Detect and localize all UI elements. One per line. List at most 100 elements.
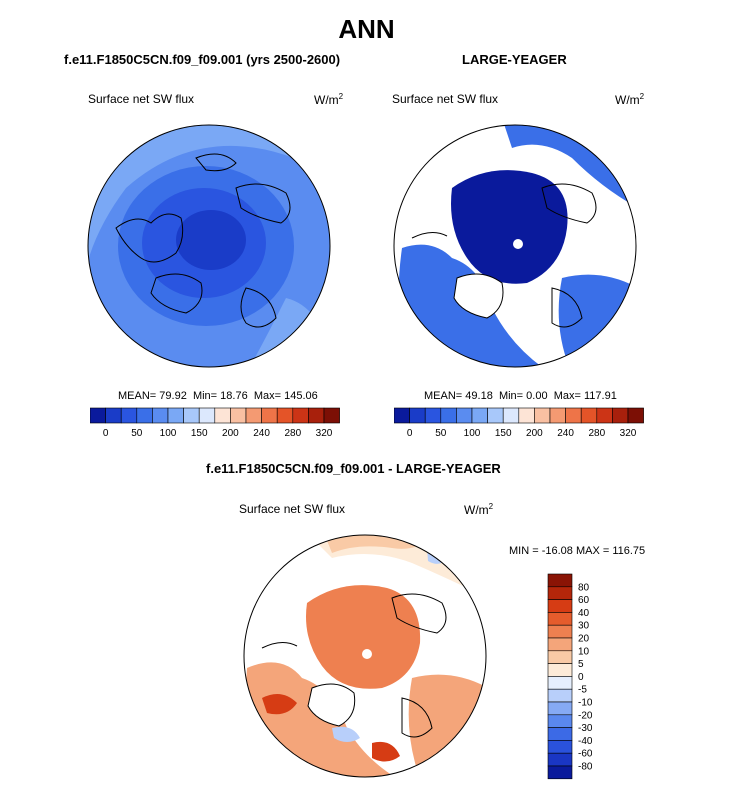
diff-panel-title: f.e11.F1850C5CN.f09_f09.001 - LARGE-YEAG…	[206, 461, 501, 476]
colorbar-tick-label: 320	[316, 428, 333, 439]
colorbar-swatch	[409, 407, 426, 424]
colorbar-swatch	[323, 407, 340, 424]
colorbar-swatch	[547, 612, 573, 626]
colorbar-swatch	[105, 407, 122, 424]
colorbar-swatch	[534, 407, 551, 424]
colorbar-tick-label: 5	[578, 659, 584, 670]
right-stats: MEAN= 49.18 Min= 0.00 Max= 117.91	[424, 390, 617, 402]
right-variable-label: Surface net SW flux	[392, 92, 499, 106]
right-map-ice	[451, 170, 568, 284]
colorbar-swatch	[198, 407, 216, 424]
colorbar-tick-label: -30	[578, 723, 593, 734]
colorbar-swatch	[276, 407, 294, 424]
diff-map-land-greenland	[308, 684, 355, 726]
colorbar-swatch	[547, 586, 573, 600]
colorbar-swatch	[136, 407, 153, 424]
left-mean: 79.92	[159, 390, 187, 402]
colorbar-swatch	[547, 752, 573, 767]
colorbar-swatch	[547, 714, 573, 728]
colorbar-swatch	[245, 407, 262, 424]
left-panel-title: f.e11.F1850C5CN.f09_f09.001 (yrs 2500-26…	[64, 52, 341, 67]
colorbar-swatch	[518, 407, 535, 424]
colorbar-tick-label: 200	[222, 428, 239, 439]
colorbar-swatch	[308, 407, 325, 424]
colorbar-tick-label: -10	[578, 698, 593, 709]
colorbar-swatch	[90, 407, 106, 424]
colorbar-tick-label: 0	[578, 672, 584, 683]
colorbar-tick-label: 0	[407, 428, 413, 439]
colorbar-swatch	[456, 407, 473, 424]
colorbar-swatch	[580, 407, 598, 424]
colorbar-swatch	[440, 407, 457, 424]
main-title: ANN	[338, 14, 395, 44]
colorbar-swatch	[424, 407, 442, 424]
left-map-coastline	[115, 153, 291, 328]
left-units-label: W/m2	[314, 92, 344, 107]
colorbar-swatch	[230, 407, 247, 424]
diff-map-pole-hole	[362, 649, 372, 659]
colorbar-tick-label: 10	[578, 646, 590, 657]
right-map-boundary	[393, 124, 637, 368]
colorbar-swatch	[547, 688, 573, 703]
colorbar-swatch	[547, 637, 573, 652]
colorbar-swatch	[471, 407, 488, 424]
colorbar-swatch	[547, 624, 573, 639]
colorbar-swatch	[596, 407, 613, 424]
colorbar-tick-label: 200	[526, 428, 543, 439]
colorbar-tick-label: 100	[160, 428, 177, 439]
right-max: 117.91	[583, 390, 617, 402]
colorbar-swatch	[547, 676, 573, 690]
colorbar-tick-label: 100	[464, 428, 481, 439]
diff-map-field-north-2	[322, 535, 442, 553]
colorbar-swatch	[152, 407, 169, 424]
left-variable-label: Surface net SW flux	[88, 92, 195, 106]
colorbar-tick-label: 150	[495, 428, 512, 439]
left-polar-map	[87, 124, 331, 368]
colorbar-tick-label: -80	[578, 762, 593, 773]
colorbar-swatch	[547, 663, 573, 677]
right-map-field-ocean-east	[558, 274, 636, 367]
diff-map-field-ice	[306, 585, 421, 689]
colorbar-tick-label: 40	[578, 608, 590, 619]
colorbar-tick-label: -40	[578, 736, 593, 747]
diff-units-label: W/m2	[464, 502, 494, 517]
right-mean: 49.18	[465, 390, 493, 402]
colorbar-tick-label: 240	[253, 428, 270, 439]
colorbar-swatch	[547, 650, 573, 664]
colorbar-tick-label: 240	[557, 428, 574, 439]
right-colorbar: 0 50 100 150 200 240 280 320	[394, 407, 644, 439]
colorbar-swatch	[547, 701, 573, 716]
colorbar-swatch	[183, 407, 200, 424]
right-map-land-greenland	[454, 274, 503, 318]
colorbar-swatch	[547, 765, 573, 780]
right-min: 0.00	[526, 390, 548, 402]
colorbar-swatch	[547, 740, 573, 754]
colorbar-tick-label: 20	[578, 634, 590, 645]
colorbar-swatch	[612, 407, 629, 424]
colorbar-tick-label: 50	[435, 428, 447, 439]
diff-map-field-east	[408, 674, 486, 777]
colorbar-tick-label: 0	[103, 428, 109, 439]
right-units-label: W/m2	[615, 92, 645, 107]
right-panel-title: LARGE-YEAGER	[462, 52, 567, 67]
colorbar-swatch	[167, 407, 184, 424]
left-colorbar: 0 50 100 150 200 240 280 320	[90, 407, 340, 439]
left-map-boundary	[87, 124, 331, 368]
colorbar-tick-label: -20	[578, 710, 593, 721]
colorbar-swatch	[120, 407, 138, 424]
colorbar-tick-label: 280	[284, 428, 301, 439]
colorbar-tick-label: 280	[588, 428, 605, 439]
diff-map-coastline	[261, 593, 447, 738]
left-map-field-core	[176, 210, 246, 270]
colorbar-swatch	[502, 407, 520, 424]
colorbar-swatch	[214, 407, 231, 424]
right-polar-map	[393, 124, 637, 368]
colorbar-swatch	[394, 407, 410, 424]
right-map-pole-hole	[513, 239, 523, 249]
colorbar-tick-label: 30	[578, 621, 590, 632]
diff-map-field-red-patches	[262, 694, 400, 762]
colorbar-swatch	[547, 599, 573, 613]
colorbar-swatch	[261, 407, 278, 424]
colorbar-tick-label: 60	[578, 595, 590, 606]
